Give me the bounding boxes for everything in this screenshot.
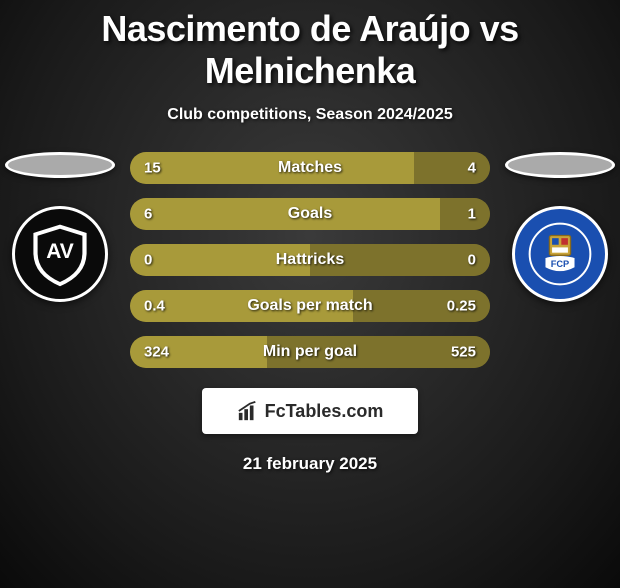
brand-text: FcTables.com — [265, 401, 384, 422]
stats-bars: 15 4 Matches 6 1 Goals 0 0 Hattricks 0.4 0.25 Goals… — [130, 152, 490, 368]
subtitle: Club competitions, Season 2024/2025 — [0, 106, 620, 124]
crest-icon: FCP — [527, 221, 593, 287]
stat-label: Hattricks — [276, 251, 344, 269]
flag-right — [505, 152, 615, 178]
stat-bar: 0.4 0.25 Goals per match — [130, 290, 490, 322]
comparison-content: AV FCP 154Matches61Goals00Hattricks0.40.… — [0, 152, 620, 368]
stat-label: Matches — [278, 159, 342, 177]
bar-fill-left — [130, 198, 440, 230]
stat-value-right: 525 — [451, 344, 476, 361]
stat-label: Min per goal — [263, 343, 357, 361]
team-left: AV — [0, 152, 120, 302]
stat-bar: 15 4 Matches — [130, 152, 490, 184]
stat-value-right: 1 — [468, 206, 476, 223]
page-title: Nascimento de Araújo vs Melnichenka — [0, 8, 620, 92]
stat-label: Goals per match — [247, 297, 372, 315]
bar-chart-icon — [237, 400, 259, 422]
stat-value-right: 0 — [468, 252, 476, 269]
date-text: 21 february 2025 — [0, 454, 620, 474]
club-logo-right: FCP — [512, 206, 608, 302]
stat-label: Goals — [288, 205, 332, 223]
team-right: FCP — [500, 152, 620, 302]
stat-bar: 0 0 Hattricks — [130, 244, 490, 276]
svg-text:AV: AV — [46, 240, 74, 263]
brand-box: FcTables.com — [202, 388, 418, 434]
club-logo-left: AV — [12, 206, 108, 302]
shield-icon: AV — [25, 219, 95, 289]
bar-fill-right — [440, 198, 490, 230]
stat-value-left: 0 — [144, 252, 152, 269]
stat-bar: 6 1 Goals — [130, 198, 490, 230]
flag-left — [5, 152, 115, 178]
stat-value-right: 4 — [468, 160, 476, 177]
stat-bar: 324 525 Min per goal — [130, 336, 490, 368]
stat-value-left: 0.4 — [144, 298, 165, 315]
svg-text:FCP: FCP — [551, 259, 569, 269]
bar-fill-right — [414, 152, 490, 184]
stat-value-left: 15 — [144, 160, 161, 177]
stat-value-right: 0.25 — [447, 298, 476, 315]
stat-value-left: 6 — [144, 206, 152, 223]
stat-value-left: 324 — [144, 344, 169, 361]
bar-fill-left — [130, 152, 414, 184]
